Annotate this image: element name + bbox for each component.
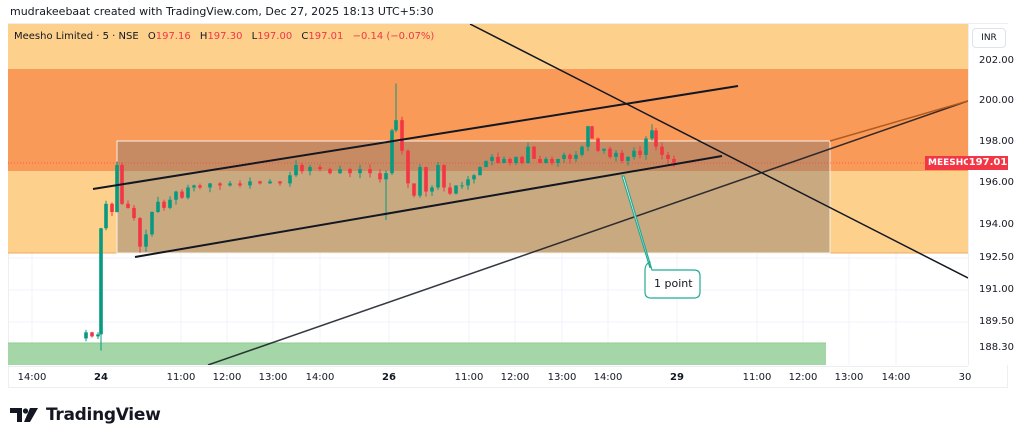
tradingview-logo[interactable]: TradingView <box>10 405 161 425</box>
price-tick: 189.50 <box>979 316 1014 327</box>
falling-resistance-line <box>469 24 968 279</box>
time-tick: 24 <box>94 372 108 383</box>
time-tick: 14:00 <box>305 372 335 383</box>
currency-button[interactable]: INR <box>972 28 1006 48</box>
time-tick: 12:00 <box>788 372 818 383</box>
time-tick: 11:00 <box>742 372 772 383</box>
current-price-label: 197.01 <box>968 156 1008 170</box>
time-tick: 14:00 <box>881 372 911 383</box>
time-tick: 11:00 <box>454 372 484 383</box>
price-tick: 202.00 <box>979 55 1014 66</box>
supply-zone-inner <box>8 69 968 171</box>
time-tick: 13:00 <box>834 372 864 383</box>
ohlc-legend: Meesho Limited · 5 · NSE O197.16 H197.30… <box>14 31 435 42</box>
price-tick: 191.00 <box>979 284 1014 295</box>
tradingview-logo-icon <box>10 408 38 422</box>
time-tick: 12:00 <box>212 372 242 383</box>
time-tick: 26 <box>382 372 396 383</box>
time-axis[interactable]: 14:00 24 11:00 12:00 13:00 14:00 26 11:00 12:00 1… <box>8 366 971 389</box>
time-tick: 14:00 <box>593 372 623 383</box>
price-tick: 192.50 <box>979 252 1014 263</box>
price-tick: 198.00 <box>979 136 1014 147</box>
brand-name: TradingView <box>46 405 161 425</box>
low-value: 197.00 <box>257 31 293 42</box>
price-axis[interactable]: 202.00 200.00 198.00 196.00 194.00 192.50 191.… <box>968 24 1014 365</box>
chart-canvas[interactable] <box>8 24 968 365</box>
callout-1-point[interactable] <box>621 175 701 299</box>
demand-zone <box>8 343 826 365</box>
open-value: 197.16 <box>155 31 191 42</box>
time-tick: 13:00 <box>547 372 577 383</box>
price-tick: 200.00 <box>979 95 1014 106</box>
time-tick: 14:00 <box>17 372 47 383</box>
time-tick: 29 <box>670 372 684 383</box>
candles <box>84 83 676 351</box>
range-rectangle <box>116 140 831 254</box>
time-tick: 13:00 <box>258 372 288 383</box>
time-tick: 12:00 <box>500 372 530 383</box>
symbol-title[interactable]: Meesho Limited · 5 · NSE <box>14 31 139 42</box>
price-tick: 194.00 <box>979 219 1014 230</box>
chart-pane[interactable] <box>8 24 968 365</box>
callout-label: 1 point <box>654 277 693 290</box>
time-tick: 30 <box>958 372 972 383</box>
channel-lower-line <box>134 155 723 258</box>
time-tick: 11:00 <box>166 372 196 383</box>
attribution-text: mudrakeebaat created with TradingView.co… <box>10 5 434 18</box>
rising-support-line <box>207 100 968 365</box>
close-value: 197.01 <box>308 31 344 42</box>
channel-upper-line <box>92 85 739 190</box>
current-symbol-label: MEESHO <box>925 156 974 170</box>
rising-support-line-extension <box>829 100 968 142</box>
change-value: −0.14 (−0.07%) <box>352 31 435 42</box>
price-tick: 196.00 <box>979 177 1014 188</box>
high-value: 197.30 <box>207 31 243 42</box>
price-tick: 188.30 <box>979 342 1014 353</box>
